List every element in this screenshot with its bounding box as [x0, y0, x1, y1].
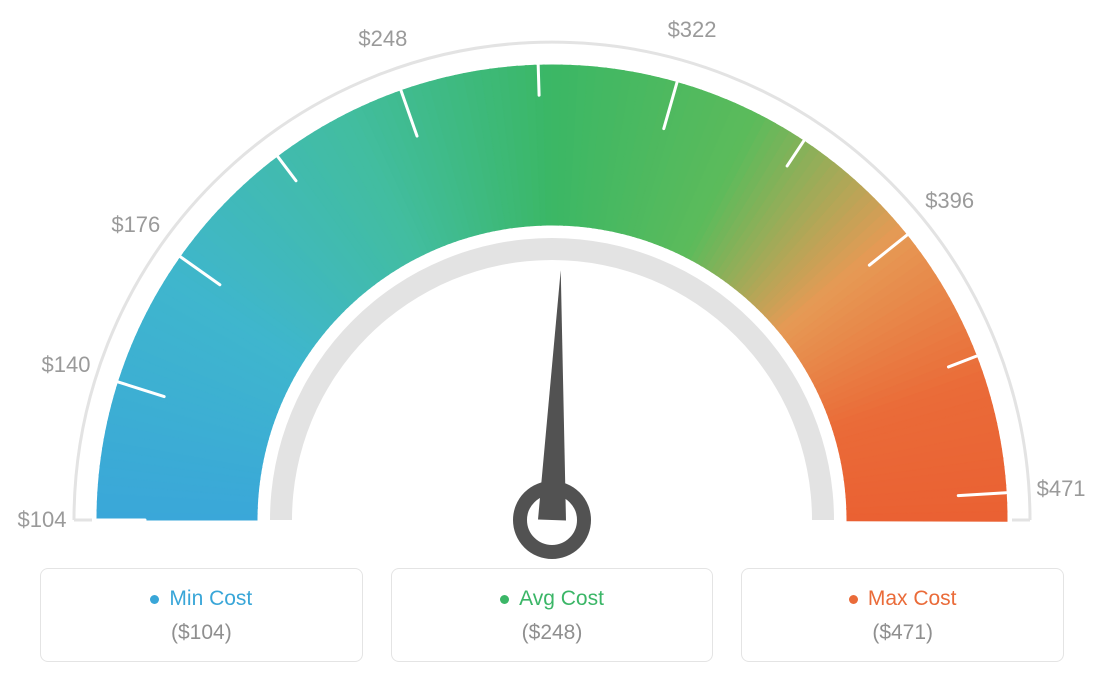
gauge-svg	[0, 0, 1104, 560]
gauge-tick-label: $176	[111, 212, 160, 238]
legend-max-label: Max Cost	[849, 587, 957, 611]
gauge-tick-label: $248	[358, 26, 407, 52]
legend-max-value: ($471)	[752, 621, 1053, 645]
legend-min-label: Min Cost	[150, 587, 252, 611]
gauge-tick-label: $140	[42, 352, 91, 378]
gauge-tick-label: $471	[1037, 476, 1086, 502]
legend-avg-label: Avg Cost	[500, 587, 604, 611]
legend-avg-value: ($248)	[402, 621, 703, 645]
gauge-tick-label: $104	[18, 507, 67, 533]
legend-card-min: Min Cost ($104)	[40, 568, 363, 662]
legend-row: Min Cost ($104) Avg Cost ($248) Max Cost…	[0, 568, 1104, 662]
legend-card-avg: Avg Cost ($248)	[391, 568, 714, 662]
gauge-tick-label: $396	[925, 188, 974, 214]
gauge-tick-label: $322	[668, 17, 717, 43]
gauge-chart: $104 $140 $176 $248 $322 $396 $471	[0, 0, 1104, 560]
gauge-needle	[520, 270, 584, 552]
legend-card-max: Max Cost ($471)	[741, 568, 1064, 662]
legend-min-value: ($104)	[51, 621, 352, 645]
